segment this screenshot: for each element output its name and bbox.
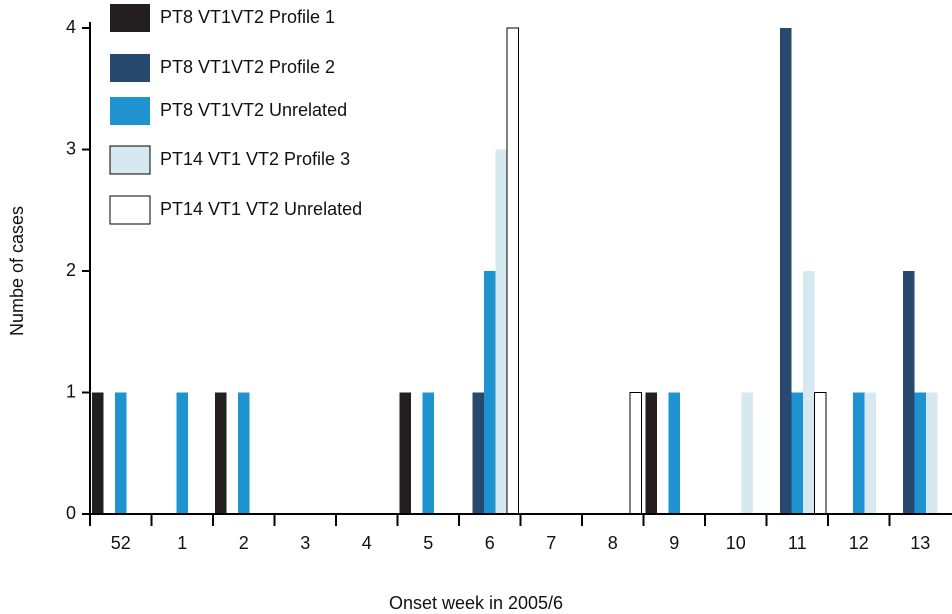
y-tick-label: 3 (66, 138, 76, 158)
bar (780, 28, 792, 514)
x-tick-label: 3 (300, 533, 310, 553)
x-tick-label: 9 (669, 533, 679, 553)
x-tick-label: 52 (111, 533, 131, 553)
x-axis-label: Onset week in 2005/6 (389, 593, 563, 613)
legend-label: PT14 VT1 VT2 Unrelated (160, 199, 362, 219)
x-tick-label: 2 (239, 533, 249, 553)
bar (238, 392, 250, 514)
bar (926, 392, 938, 514)
x-tick-label: 11 (788, 533, 807, 553)
x-tick-label: 1 (177, 533, 187, 553)
legend-label: PT14 VT1 VT2 Profile 3 (160, 149, 350, 169)
bar (668, 392, 680, 514)
y-tick-label: 4 (66, 17, 76, 37)
bar (495, 149, 507, 514)
bar (629, 392, 642, 515)
bar (422, 392, 434, 514)
y-axis-label: Numbe of cases (7, 206, 27, 336)
legend-swatch (109, 145, 151, 175)
x-tick-label: 12 (849, 533, 869, 553)
bar (741, 392, 753, 514)
y-tick-label: 1 (66, 381, 76, 401)
bar (484, 271, 496, 514)
y-tick-label: 0 (66, 503, 76, 523)
legend-swatch (109, 195, 151, 225)
bar (791, 392, 803, 514)
bar (92, 392, 104, 514)
bar (399, 392, 411, 514)
y-tick-label: 2 (66, 260, 76, 280)
bar (115, 392, 127, 514)
bar (814, 392, 827, 515)
x-tick-label: 6 (485, 533, 495, 553)
x-tick-label: 5 (423, 533, 433, 553)
bar (472, 392, 484, 514)
bar (215, 392, 227, 514)
x-tick-label: 8 (608, 533, 618, 553)
legend-label: PT8 VT1VT2 Profile 1 (160, 7, 335, 27)
legend-label: PT8 VT1VT2 Unrelated (160, 100, 347, 120)
bar (803, 271, 815, 514)
x-tick-label: 13 (910, 533, 930, 553)
bar (864, 392, 876, 514)
legend-swatch (110, 54, 150, 82)
bar (903, 271, 915, 514)
bar (853, 392, 865, 514)
bar (645, 392, 657, 514)
x-tick-label: 7 (546, 533, 556, 553)
bar (506, 27, 519, 515)
x-tick-label: 4 (362, 533, 372, 553)
legend-label: PT8 VT1VT2 Profile 2 (160, 57, 335, 77)
x-tick-label: 10 (726, 533, 746, 553)
bar (176, 392, 188, 514)
bar (914, 392, 926, 514)
legend-swatch (110, 97, 150, 125)
legend-swatch (110, 4, 150, 32)
